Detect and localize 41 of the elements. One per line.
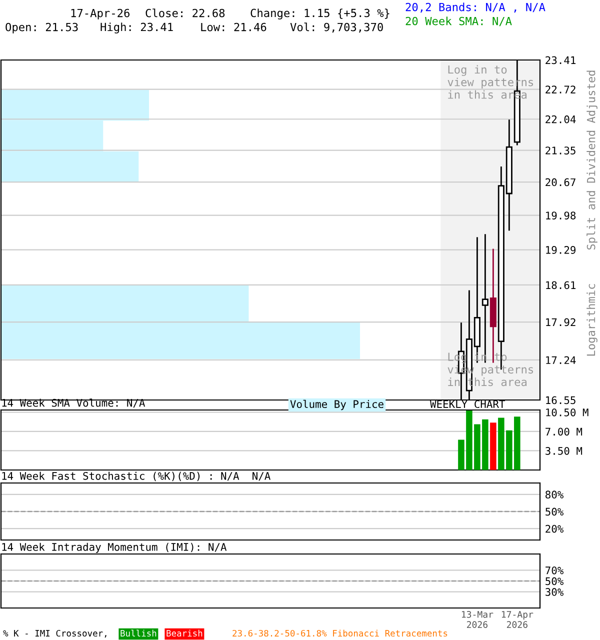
y-tick-label: 50% xyxy=(546,508,564,516)
text: 20 Week SMA: N/A xyxy=(406,16,512,26)
chart-title: 14 Week Intraday Momentum (IMI): N/A xyxy=(2,542,227,553)
annotation: Volume By Price xyxy=(290,400,384,410)
y-tick-label: 22.04 xyxy=(546,115,576,124)
text: Bearish xyxy=(166,630,202,637)
y-tick-label: 18.61 xyxy=(546,281,576,290)
y-tick-label: 17.24 xyxy=(546,356,576,364)
y-tick-label: 30% xyxy=(546,588,564,596)
x-tick-label: 17-Apr 2026 xyxy=(502,611,534,628)
y-tick-label: 19.29 xyxy=(546,246,576,254)
y-tick-label: 16.55 xyxy=(546,396,576,404)
text: % K - IMI Crossover, xyxy=(3,630,106,638)
y-tick-label: 17.92 xyxy=(546,318,576,326)
y-tick-label: 80% xyxy=(546,490,564,499)
text: Change: 1.15 {+5.3 %} xyxy=(250,8,390,20)
text: Split and Dividend Adjusted xyxy=(586,70,598,250)
text: Low: 21.46 xyxy=(201,22,266,32)
text: High: 23.41 xyxy=(100,22,173,34)
y-tick-label: 21.35 xyxy=(546,146,576,154)
text: Open: 21.53 xyxy=(6,22,78,34)
y-tick-label: 7.00 M xyxy=(546,428,582,436)
y-tick-label: 22.72 xyxy=(546,86,576,94)
bar xyxy=(490,422,496,470)
text: 23.6-38.2-50-61.8% Fibonacci Retracements xyxy=(232,630,448,637)
y-tick-label: 20% xyxy=(546,524,564,533)
text: Vol: 9,703,370 xyxy=(290,22,383,33)
y-tick-label: 3.50 M xyxy=(546,446,582,455)
y-tick-label: 10.50 M xyxy=(546,408,588,416)
y-tick-label: 23.41 xyxy=(546,56,576,64)
y-tick-label: 50% xyxy=(546,577,564,586)
y-tick-label: 70% xyxy=(546,566,564,574)
chart-title: 14 Week Fast Stochastic (%K)(%D) : N/A N/A xyxy=(2,472,270,482)
text: Logarithmic xyxy=(586,284,598,356)
text: 17-Apr-26 xyxy=(71,8,130,20)
x-tick-label: 13-Mar 2026 xyxy=(462,610,494,628)
y-tick-label: 19.98 xyxy=(546,212,576,220)
text: 20,2 Bands: N/A , N/A xyxy=(406,2,546,13)
text: Bullish xyxy=(120,630,156,637)
y-tick-label: 20.67 xyxy=(546,178,576,186)
text: Close: 22.68 xyxy=(146,8,225,18)
